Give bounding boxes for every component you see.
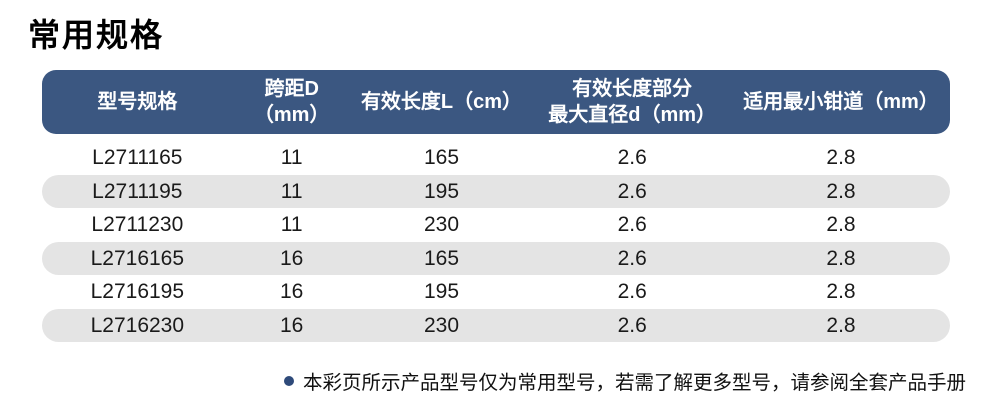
table-cell-diameter: 2.6	[617, 246, 647, 270]
table-row: L2716230 16 230 2.6 2.8	[42, 308, 950, 342]
table-cell-length: 230	[423, 213, 460, 237]
table-row: L2716195 16 195 2.6 2.8	[42, 275, 950, 309]
table-cell-span: 16	[280, 313, 304, 337]
table-cell-channel: 2.8	[826, 146, 856, 170]
page-title: 常用规格	[28, 17, 165, 53]
footnote: 本彩页所示产品型号仅为常用型号，若需了解更多型号，请参阅全套产品手册	[283, 366, 966, 395]
table-row: L2711165 11 165 2.6 2.8	[42, 141, 950, 175]
table-cell-span: 16	[280, 246, 304, 270]
table-row: L2711195 11 195 2.6 2.8	[42, 174, 950, 208]
table-cell-model: L2716230	[90, 313, 185, 337]
table-cell-channel: 2.8	[826, 179, 856, 203]
table-cell-model: L2711195	[92, 179, 183, 203]
bullet-icon	[283, 375, 294, 386]
table-cell-diameter: 2.6	[617, 280, 647, 304]
table-cell-diameter: 2.6	[617, 313, 647, 337]
table-cell-span: 11	[280, 146, 303, 170]
table-cell-diameter: 2.6	[617, 146, 647, 170]
table-cell-diameter: 2.6	[617, 179, 647, 203]
table-cell-span: 11	[280, 179, 303, 203]
table-cell-span: 16	[280, 280, 304, 304]
table-cell-span: 11	[280, 213, 303, 237]
table-cell-length: 165	[423, 146, 460, 170]
header-model: 型号规格	[97, 91, 178, 113]
table-row: L2711230 11 230 2.6 2.8	[42, 208, 950, 242]
table-cell-channel: 2.8	[826, 246, 856, 270]
table-cell-model: L2711230	[91, 213, 184, 237]
spec-table: 型号规格 跨距D（mm） 有效长度L（cm） 有效长度部分 最大直径d（mm） …	[42, 70, 950, 342]
table-row: L2716165 16 165 2.6 2.8	[42, 241, 950, 275]
table-body: L2711165 11 165 2.6 2.8 L2711195 11 195 …	[42, 141, 950, 342]
header-min-channel: 适用最小钳道（mm）	[743, 91, 939, 113]
table-cell-channel: 2.8	[826, 313, 856, 337]
header-effective-length: 有效长度L（cm）	[360, 91, 523, 113]
table-cell-length: 195	[423, 179, 460, 203]
table-cell-channel: 2.8	[826, 280, 856, 304]
table-cell-length: 230	[423, 313, 460, 337]
header-span-d: 跨距D（mm）	[253, 78, 330, 126]
table-cell-length: 195	[423, 280, 460, 304]
table-cell-model: L2716195	[90, 280, 185, 304]
table-cell-diameter: 2.6	[617, 213, 647, 237]
table-cell-model: L2711165	[92, 146, 183, 170]
table-cell-model: L2716165	[90, 246, 185, 270]
footnote-text: 本彩页所示产品型号仅为常用型号，若需了解更多型号，请参阅全套产品手册	[302, 372, 966, 394]
header-max-diameter: 有效长度部分 最大直径d（mm）	[548, 78, 717, 126]
table-header-row: 型号规格 跨距D（mm） 有效长度L（cm） 有效长度部分 最大直径d（mm） …	[42, 70, 950, 134]
table-cell-length: 165	[423, 246, 460, 270]
table-cell-channel: 2.8	[826, 213, 856, 237]
